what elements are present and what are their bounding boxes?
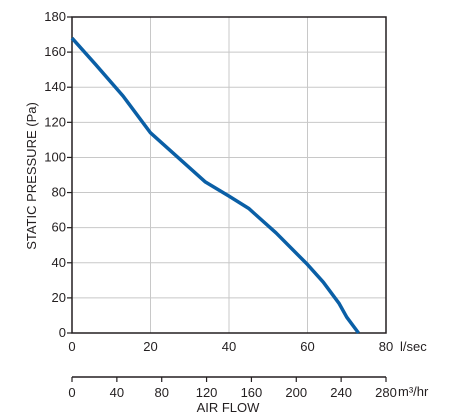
- x-unit-secondary-label: m³/hr: [398, 384, 429, 399]
- x-tick-label: 40: [222, 339, 236, 354]
- secondary-tick-label: 0: [68, 385, 75, 400]
- series-line: [70, 36, 360, 335]
- y-tick-label: 140: [44, 79, 66, 94]
- secondary-tick-label: 240: [330, 385, 352, 400]
- secondary-tick-label: 160: [241, 385, 263, 400]
- x-tick-label: 80: [379, 339, 393, 354]
- x-tick-label: 0: [68, 339, 75, 354]
- y-axis-title: STATIC PRESSURE (Pa): [24, 102, 39, 250]
- secondary-tick-label: 280: [375, 385, 397, 400]
- plot-frame: [71, 16, 387, 334]
- y-tick-label: 20: [52, 290, 66, 305]
- y-tick-label: 160: [44, 44, 66, 59]
- y-tick-label: 40: [52, 255, 66, 270]
- x-tick-label: 20: [143, 339, 157, 354]
- x-axis-secondary: 0 40 80 120 160 200 240 280: [68, 376, 397, 400]
- y-tick-label: 120: [44, 114, 66, 129]
- secondary-tick-label: 120: [196, 385, 218, 400]
- y-tick-label: 0: [59, 325, 66, 340]
- x-axis-primary: 0 20 40 60 80: [68, 339, 393, 354]
- secondary-tick-label: 200: [285, 385, 307, 400]
- x-tick-label: 60: [300, 339, 314, 354]
- grid: [72, 17, 386, 333]
- y-axis: 0 20 40 60 80 100 120 140 160 180: [44, 9, 72, 340]
- secondary-tick-label: 40: [110, 385, 124, 400]
- secondary-tick-label: 80: [154, 385, 168, 400]
- x-axis-title: AIR FLOW: [197, 400, 261, 415]
- y-tick-label: 60: [52, 220, 66, 235]
- y-tick-label: 100: [44, 149, 66, 164]
- series: [70, 36, 360, 335]
- y-tick-label: 180: [44, 9, 66, 24]
- y-tick-label: 80: [52, 185, 66, 200]
- x-unit-primary-label: l/sec: [400, 339, 427, 354]
